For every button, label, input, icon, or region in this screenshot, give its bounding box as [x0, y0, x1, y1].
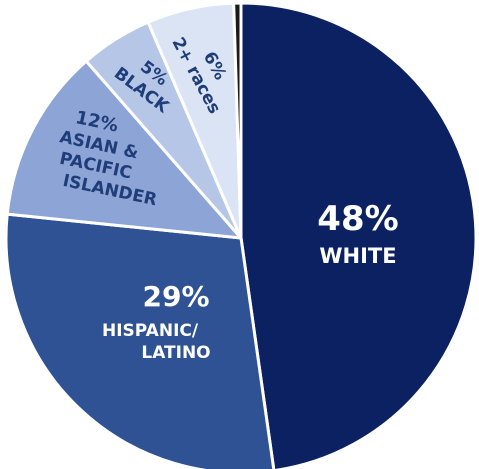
slice-label-white: WHITE [319, 244, 396, 268]
pie-slices [4, 1, 478, 469]
slice-value-hispanic: 29% [142, 280, 209, 313]
slice-label-hispanic-line1: HISPANIC/ [102, 321, 199, 341]
pie-slice-other-5 [232, 1, 243, 240]
slice-label-hispanic-line2: LATINO [141, 343, 210, 363]
slice-label-hispanic: HISPANIC/ LATINO [102, 321, 211, 363]
pie-slice-asian-pacific-islander [5, 59, 243, 240]
slice-value-white: 48% [317, 199, 398, 239]
pie-slice-white [239, 1, 478, 469]
pie-slice-hispanic-latino [4, 212, 276, 469]
